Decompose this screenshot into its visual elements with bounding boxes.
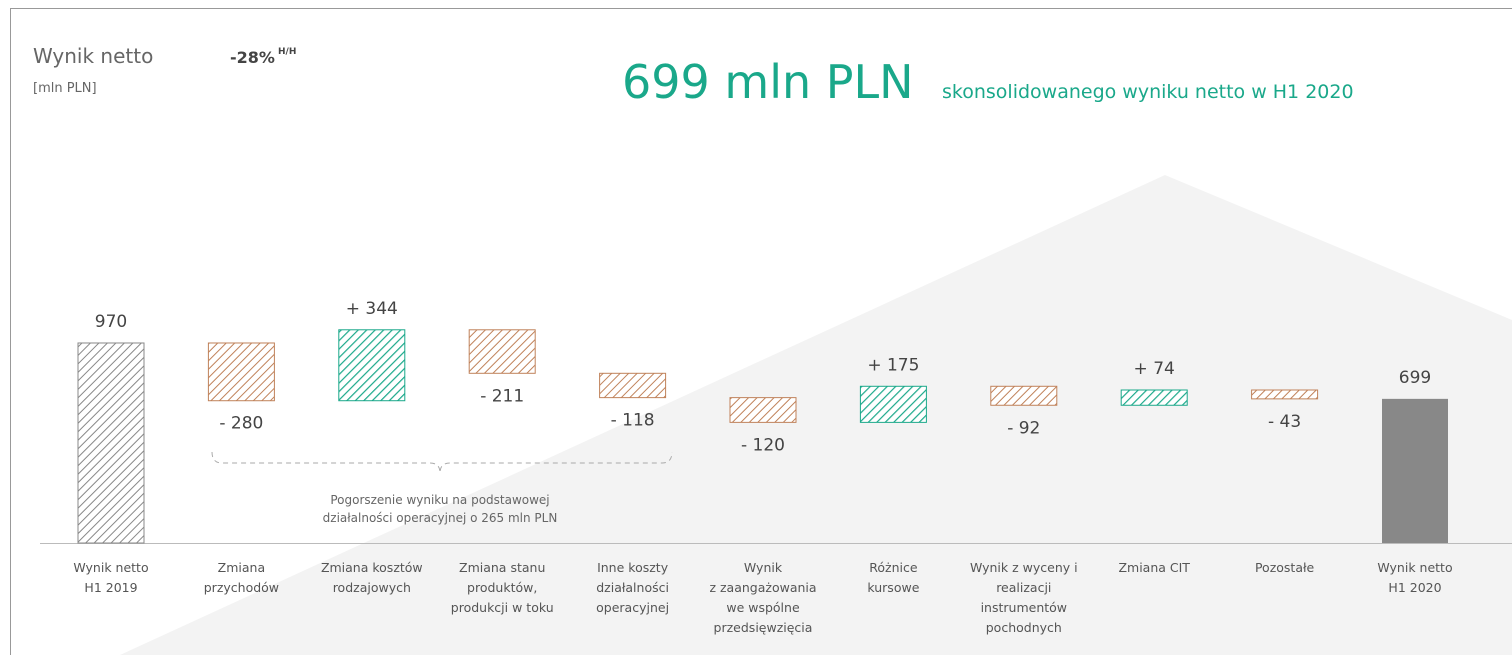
value-label: + 344 — [346, 299, 398, 319]
x-tick-label: Pozostałe — [1255, 560, 1315, 575]
value-label: - 118 — [611, 411, 655, 431]
headline-text: skonsolidowanego wyniku netto w H1 2020 — [942, 81, 1354, 103]
x-tick-label: instrumentów — [981, 600, 1067, 615]
change-suffix: H/H — [278, 47, 296, 57]
bar — [78, 343, 144, 543]
value-label: + 175 — [867, 355, 919, 375]
headline: 699 mln PLN — [622, 55, 914, 109]
x-tick-label: przedsięwzięcia — [714, 620, 813, 635]
value-label: - 120 — [741, 435, 785, 455]
bar — [469, 330, 535, 374]
value-label: - 92 — [1007, 418, 1040, 438]
x-tick-label: Wynik — [744, 560, 783, 575]
x-tick-label: Zmiana stanu — [459, 560, 545, 575]
x-tick-label: Zmiana kosztów — [321, 560, 423, 575]
bar — [339, 330, 405, 401]
x-tick-label: z zaangażowania — [709, 580, 816, 595]
x-tick-label: kursowe — [867, 580, 919, 595]
value-label: 699 — [1399, 368, 1431, 388]
bar — [1252, 390, 1318, 399]
x-tick-label: Różnice — [869, 560, 918, 575]
x-tick-label: rodzajowych — [333, 580, 411, 595]
x-tick-label: H1 2019 — [84, 580, 137, 595]
x-tick-label: realizacji — [996, 580, 1051, 595]
bar — [1121, 390, 1187, 405]
value-label: - 280 — [219, 414, 263, 434]
bar — [1382, 399, 1448, 543]
x-tick-label: pochodnych — [986, 620, 1062, 635]
value-label: - 211 — [480, 386, 524, 406]
value-label: - 43 — [1268, 412, 1301, 432]
annotation: działalności operacyjnej o 265 mln PLN — [323, 511, 558, 525]
x-tick-label: przychodów — [204, 580, 279, 595]
x-tick-label: działalności — [596, 580, 669, 595]
x-tick-label: operacyjnej — [596, 600, 669, 615]
bar — [991, 386, 1057, 405]
x-tick-label: H1 2020 — [1388, 580, 1441, 595]
x-tick-label: Zmiana CIT — [1118, 560, 1190, 575]
bar — [730, 398, 796, 423]
bar — [860, 386, 926, 422]
x-tick-label: Wynik netto — [73, 560, 148, 575]
x-tick-label: Zmiana — [218, 560, 265, 575]
x-tick-label: produktów, — [467, 580, 537, 595]
x-tick-label: Wynik z wyceny i — [970, 560, 1078, 575]
x-tick-label: Wynik netto — [1377, 560, 1452, 575]
value-label: + 74 — [1134, 359, 1175, 379]
bar — [208, 343, 274, 401]
x-tick-label: produkcji w toku — [451, 600, 554, 615]
value-label: 970 — [95, 312, 127, 332]
change: -28% — [230, 48, 275, 67]
x-tick-label: Inne koszty — [597, 560, 669, 575]
unit: [mln PLN] — [33, 81, 97, 96]
annotation: Pogorszenie wyniku na podstawowej — [330, 493, 549, 507]
title: Wynik netto — [33, 44, 153, 68]
x-tick-label: we wspólne — [726, 600, 800, 615]
bar — [600, 373, 666, 397]
